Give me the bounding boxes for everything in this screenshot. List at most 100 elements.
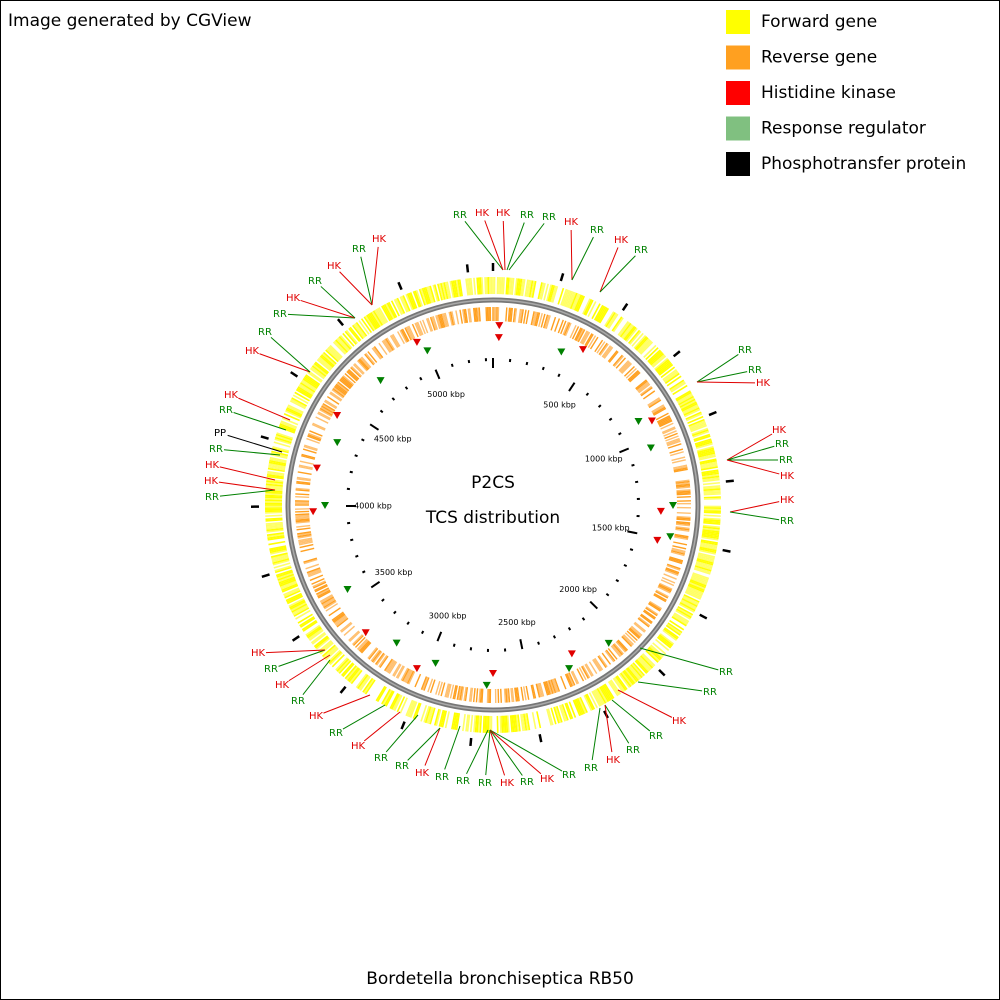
forward-gene — [265, 511, 283, 514]
forward-gene — [283, 587, 300, 596]
leader-line — [227, 434, 283, 453]
forward-gene — [316, 359, 331, 372]
forward-gene — [271, 450, 289, 457]
reverse-gene — [673, 468, 688, 473]
reverse-gene — [311, 423, 326, 431]
reverse-gene — [657, 416, 671, 424]
forward-gene — [372, 310, 384, 326]
reverse-gene — [403, 668, 411, 683]
forward-gene — [619, 672, 632, 688]
feature-label: HK — [224, 390, 239, 401]
forward-gene — [477, 277, 481, 295]
reverse-gene — [582, 665, 591, 679]
forward-gene — [292, 604, 308, 615]
reverse-gene — [675, 479, 690, 483]
forward-gene — [265, 483, 283, 487]
forward-gene — [408, 292, 417, 310]
forward-gene — [424, 706, 432, 724]
tcs-marker — [376, 377, 385, 385]
forward-gene — [505, 715, 509, 733]
scale-tick — [631, 463, 635, 467]
reverse-gene — [507, 307, 511, 322]
reverse-gene — [328, 607, 341, 617]
forward-gene — [502, 715, 505, 733]
forward-gene — [433, 284, 440, 302]
forward-gene — [266, 524, 284, 529]
reverse-gene — [321, 405, 335, 414]
reverse-gene — [346, 370, 358, 382]
forward-gene — [528, 280, 534, 298]
forward-gene — [697, 555, 715, 561]
reverse-gene — [463, 309, 467, 324]
reverse-gene — [568, 672, 576, 686]
feature-label: HK — [475, 208, 490, 219]
forward-gene — [332, 341, 346, 355]
reverse-gene — [298, 538, 313, 543]
forward-gene — [623, 325, 636, 341]
forward-gene — [698, 549, 716, 555]
reverse-gene — [405, 326, 413, 340]
reverse-gene — [427, 317, 434, 332]
forward-gene — [512, 714, 517, 732]
forward-gene — [269, 456, 287, 462]
forward-gene — [266, 526, 284, 530]
forward-gene — [469, 278, 474, 296]
legend-label: Response regulator — [761, 119, 926, 139]
forward-gene — [385, 303, 395, 320]
forward-gene — [270, 549, 288, 555]
forward-gene — [271, 555, 289, 561]
forward-gene — [584, 694, 594, 711]
forward-gene — [523, 713, 528, 731]
reverse-gene — [552, 678, 559, 693]
forward-gene — [621, 323, 633, 339]
forward-gene — [299, 383, 315, 394]
reverse-gene — [448, 311, 453, 326]
reverse-gene — [353, 363, 365, 375]
leader-line — [696, 354, 739, 383]
reverse-gene — [669, 448, 684, 454]
reverse-gene — [392, 663, 401, 677]
reverse-gene — [304, 444, 318, 451]
feature-label: HK — [500, 778, 515, 789]
scale-label: 3000 kbp — [429, 612, 467, 621]
forward-gene — [511, 715, 515, 733]
forward-gene — [337, 659, 351, 673]
forward-gene — [633, 335, 647, 349]
forward-gene — [675, 609, 691, 620]
feature-label: RR — [719, 667, 733, 678]
forward-gene — [623, 669, 636, 685]
reverse-gene — [655, 412, 669, 421]
reverse-gene — [607, 350, 618, 363]
forward-gene — [622, 324, 635, 340]
leader-line — [219, 489, 276, 497]
forward-gene — [509, 715, 513, 733]
tcs-marker — [579, 346, 587, 354]
reverse-gene — [401, 668, 410, 682]
scale-tick — [381, 598, 385, 602]
scale-label: 4500 kbp — [374, 435, 412, 444]
outer-tick — [290, 371, 299, 378]
scale-tick — [557, 373, 561, 378]
feature-label: HK — [780, 495, 795, 506]
forward-gene — [649, 645, 663, 659]
reverse-gene — [323, 599, 336, 609]
reverse-gene — [616, 640, 628, 652]
forward-gene — [274, 566, 292, 574]
forward-gene — [363, 678, 375, 694]
scale-tick — [615, 578, 620, 583]
reverse-gene — [647, 603, 661, 612]
forward-gene — [616, 675, 628, 690]
reverse-gene — [543, 314, 549, 329]
forward-gene — [703, 491, 721, 495]
tcs-marker — [634, 418, 643, 425]
forward-gene — [551, 286, 559, 303]
leader-line — [320, 286, 356, 319]
forward-gene — [685, 411, 702, 420]
forward-gene — [554, 706, 562, 724]
reverse-gene — [630, 625, 643, 636]
forward-gene — [280, 581, 298, 590]
scale-label: 3500 kbp — [375, 568, 413, 577]
reverse-gene — [554, 678, 561, 692]
reverse-gene — [579, 330, 588, 344]
reverse-gene — [567, 672, 575, 687]
